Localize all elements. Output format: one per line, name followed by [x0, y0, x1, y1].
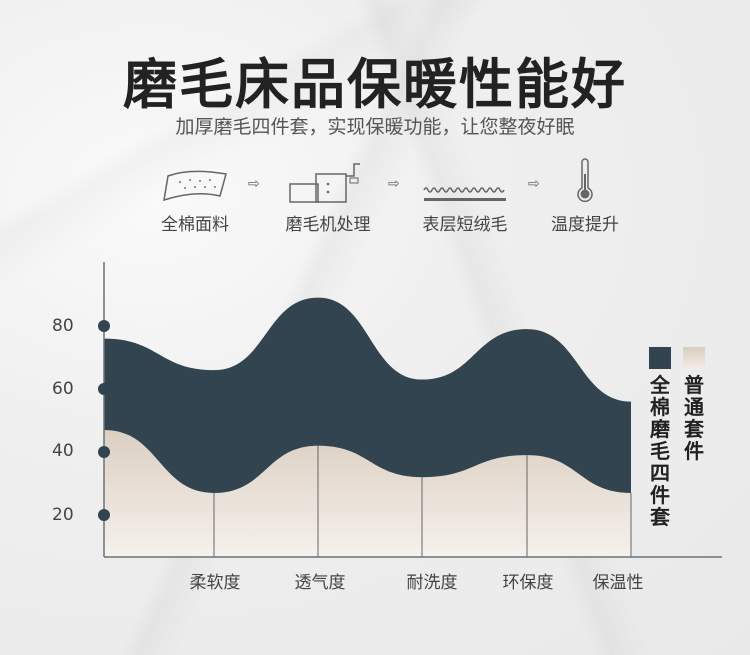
series-area-normal	[104, 429, 631, 557]
y-tick-dot	[98, 446, 110, 458]
process-label: 表层短绒毛	[422, 215, 508, 235]
page-title: 磨毛床品保暖性能好	[123, 53, 627, 116]
legend-swatch-normal	[683, 347, 705, 369]
legend-label-brushed: 全棉磨毛四件套	[650, 373, 670, 529]
x-tick-label: 耐洗度	[406, 573, 458, 593]
process-step-temperature: 温度提升	[530, 158, 640, 235]
fabric-icon	[140, 160, 250, 204]
fleece-icon	[410, 160, 520, 204]
y-tick-dot	[98, 320, 110, 332]
arrow-right-icon: ⇨	[248, 176, 260, 192]
process-step-fabric: 全棉面料	[140, 160, 250, 235]
y-tick-label: 60	[52, 379, 74, 399]
x-tick-label: 透气度	[294, 573, 346, 593]
process-step-machine: 磨毛机处理	[273, 160, 383, 235]
process-label: 磨毛机处理	[285, 215, 371, 235]
y-tick-label: 80	[52, 316, 74, 336]
x-tick-label: 环保度	[502, 573, 554, 593]
thermometer-icon	[530, 158, 640, 204]
y-tick-dot	[98, 383, 110, 395]
process-label: 温度提升	[551, 215, 619, 235]
y-tick-label: 20	[52, 505, 74, 525]
series-area-brushed	[104, 297, 631, 493]
legend-label-normal: 普通套件	[684, 373, 704, 463]
arrow-right-icon: ⇨	[528, 176, 540, 192]
x-tick-label: 保温性	[592, 573, 644, 593]
y-tick-dot	[98, 509, 110, 521]
process-label: 全棉面料	[161, 215, 229, 235]
page-subtitle: 加厚磨毛四件套，实现保暖功能，让您整夜好眠	[175, 116, 575, 138]
machine-icon	[273, 160, 383, 204]
x-tick-label: 柔软度	[189, 573, 241, 593]
process-step-fleece: 表层短绒毛	[410, 160, 520, 235]
y-tick-label: 40	[52, 441, 74, 461]
arrow-right-icon: ⇨	[388, 176, 400, 192]
legend-swatch-brushed	[649, 347, 671, 369]
